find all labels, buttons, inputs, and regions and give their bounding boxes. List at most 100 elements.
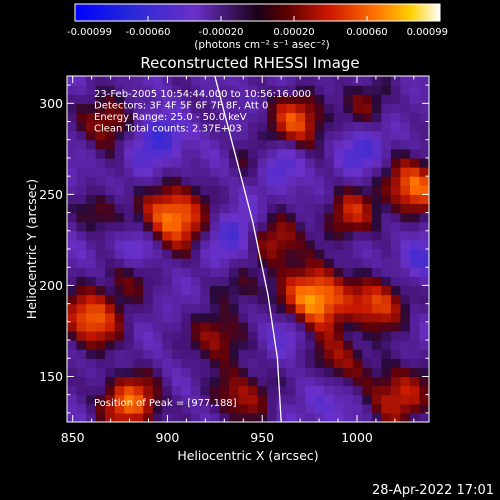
heatmap-cell [209, 94, 221, 104]
heatmap-cell [352, 267, 363, 277]
heatmap-cell [190, 294, 201, 305]
heatmap-cell [276, 330, 287, 341]
heatmap-cell [209, 221, 221, 232]
heatmap-cell [419, 267, 429, 277]
heatmap-cell [267, 367, 278, 378]
heatmap-cell [324, 176, 335, 186]
heatmap-cell [305, 167, 316, 177]
heatmap-cell [248, 303, 259, 314]
heatmap-cell [171, 403, 182, 414]
heatmap-cell [352, 249, 363, 259]
heatmap-cell [362, 321, 373, 332]
heatmap-cell [419, 385, 429, 396]
heatmap-cell [209, 367, 221, 378]
heatmap-cell [248, 203, 259, 214]
heatmap-cell [390, 157, 402, 168]
heatmap-cell [95, 412, 106, 422]
heatmap-cell [267, 167, 278, 177]
heatmap-cell [333, 303, 344, 314]
heatmap-cell [409, 221, 421, 232]
heatmap-cell [419, 276, 429, 287]
heatmap-cell [219, 321, 230, 332]
heatmap-cell [76, 367, 87, 378]
heatmap-cell [390, 203, 402, 214]
heatmap-cell [133, 167, 144, 177]
annotation-line: Detectors: 3F 4F 5F 6F 7F 8F, Att 0 [94, 101, 268, 112]
heatmap-cell [133, 239, 144, 250]
heatmap-cell [343, 312, 354, 323]
heatmap-cell [362, 112, 373, 123]
heatmap-cell [105, 349, 116, 359]
colorbar-ticks: -0.00099 -0.00060 -0.00020 0.00020 0.00060 0.… [67, 16, 448, 38]
heatmap-cell [105, 412, 116, 422]
heatmap-cell [228, 212, 240, 223]
heatmap-cell [362, 212, 373, 223]
heatmap-cell [76, 103, 87, 114]
heatmap-cell [381, 367, 392, 378]
heatmap-cell [86, 303, 97, 314]
heatmap-cell [219, 121, 230, 132]
heatmap-cell [209, 376, 221, 387]
heatmap-cell [171, 303, 182, 314]
heatmap-cell [133, 76, 144, 86]
heatmap-cell [114, 294, 125, 305]
heatmap-cell [209, 157, 221, 168]
heatmap-cell [143, 376, 154, 387]
heatmap-cell [267, 130, 278, 141]
heatmap-cell [86, 221, 97, 232]
heatmap-cell [152, 330, 163, 341]
heatmap-cell [143, 121, 154, 132]
heatmap-cell [209, 258, 221, 268]
heatmap-cell [190, 349, 201, 359]
heatmap-cell [209, 267, 221, 277]
heatmap-cell [219, 176, 230, 186]
heatmap-cell [305, 85, 316, 95]
heatmap-cell [162, 148, 173, 159]
heatmap-cell [238, 340, 249, 350]
heatmap-cell [305, 176, 316, 186]
heatmap-cell [67, 103, 78, 114]
heatmap-cell [219, 358, 230, 368]
heatmap-cell [352, 139, 363, 150]
heatmap-cell [343, 94, 354, 104]
heatmap-cell [400, 394, 411, 405]
heatmap-cell [324, 239, 335, 250]
heatmap-cell [238, 376, 249, 387]
heatmap-cell [162, 276, 173, 287]
heatmap-cell [95, 130, 106, 141]
heatmap-cell [314, 185, 325, 195]
heatmap-cell [409, 285, 421, 296]
heatmap-cell [152, 167, 163, 177]
heatmap-cell [133, 121, 144, 132]
heatmap-cell [352, 230, 363, 241]
heatmap-cell [219, 85, 230, 95]
heatmap-cell [76, 212, 87, 223]
heatmap-cell [67, 221, 78, 232]
heatmap-cell [105, 94, 116, 104]
heatmap-cell [248, 148, 259, 159]
heatmap-cell [419, 157, 429, 168]
heatmap-cell [295, 139, 306, 150]
heatmap-cell [248, 212, 259, 223]
heatmap-cell [171, 412, 182, 422]
heatmap-cell [305, 385, 316, 396]
heatmap-cell [209, 76, 221, 86]
heatmap-cell [248, 294, 259, 305]
heatmap-cell [76, 412, 87, 422]
heatmap-cell [371, 285, 382, 296]
heatmap-cell [419, 139, 429, 150]
heatmap-cell [305, 148, 316, 159]
heatmap-cell [286, 312, 297, 323]
heatmap-cell [228, 394, 240, 405]
heatmap-cell [152, 148, 163, 159]
heatmap-cell [86, 294, 97, 305]
heatmap-cell [133, 185, 144, 195]
heatmap-cell [276, 303, 287, 314]
heatmap-cell [257, 358, 268, 368]
heatmap-cell [124, 194, 135, 205]
heatmap-cell [162, 121, 173, 132]
heatmap-cell [171, 85, 182, 95]
heatmap-cell [143, 167, 154, 177]
heatmap-cell [162, 349, 173, 359]
heatmap-cell [400, 203, 411, 214]
